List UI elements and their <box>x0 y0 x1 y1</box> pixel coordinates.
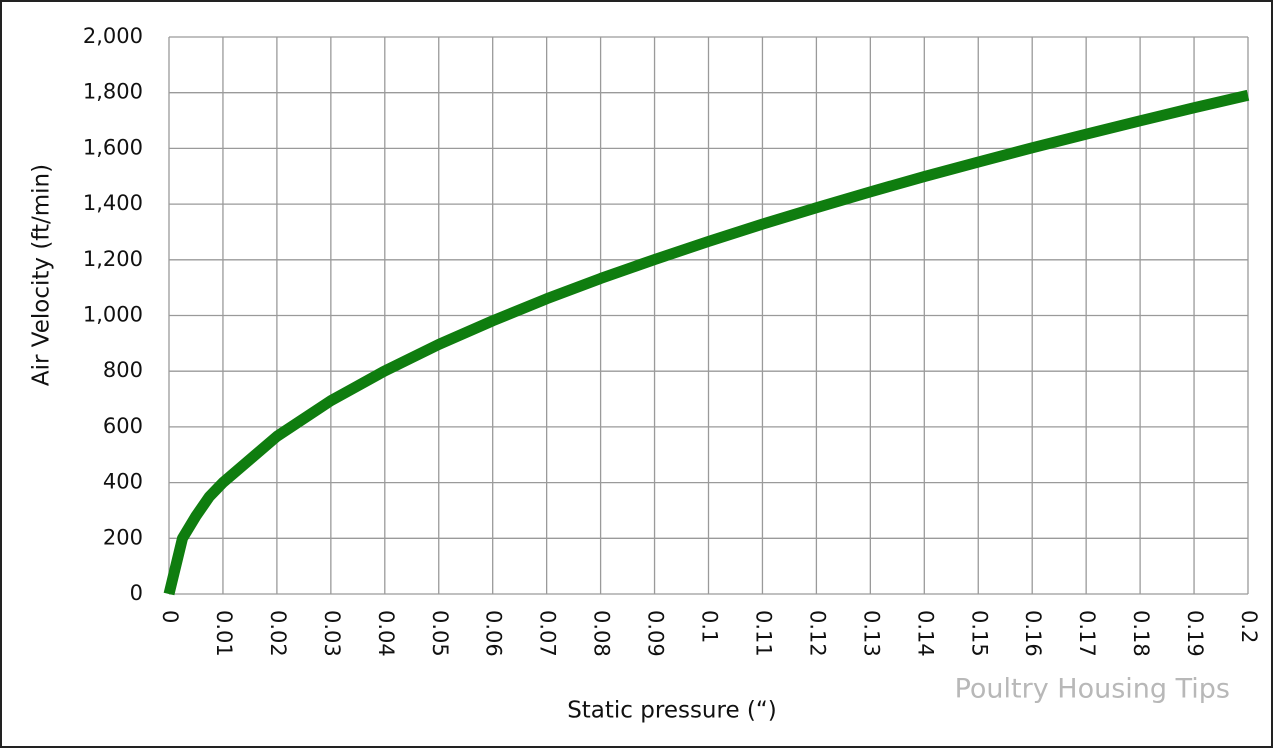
line <box>163 89 1250 596</box>
y-tick-label: 200 <box>103 525 143 549</box>
x-tick-label: 0.15 <box>967 610 991 657</box>
y-tick-label: 800 <box>103 358 143 382</box>
y-tick-label: 1,400 <box>83 191 143 215</box>
x-tick-label: 0.13 <box>859 610 883 657</box>
x-tick-label: 0.05 <box>428 610 452 657</box>
y-tick-label: 1,200 <box>83 247 143 271</box>
y-tick-label: 1,600 <box>83 135 143 159</box>
y-tick-label: 1,800 <box>83 80 143 104</box>
x-tick-label: 0.06 <box>482 610 506 657</box>
y-axis-title: Air Velocity (ft/min) <box>29 164 55 386</box>
watermark: Poultry Housing Tips <box>955 674 1230 705</box>
x-tick-label: 0.03 <box>320 610 344 657</box>
x-tick-label: 0.1 <box>698 610 722 643</box>
x-tick-label: 0.16 <box>1021 610 1045 657</box>
x-tick-label: 0.02 <box>266 610 290 657</box>
x-tick-label: 0.19 <box>1183 610 1207 657</box>
x-tick-label: 0.04 <box>374 610 398 657</box>
y-tick-label: 2,000 <box>83 24 143 48</box>
y-tick-label: 0 <box>130 581 143 605</box>
x-tick-label: 0.12 <box>805 610 829 657</box>
x-tick-label: 0.01 <box>212 610 236 657</box>
x-tick-label: 0 <box>158 610 182 623</box>
y-tick-label: 1,000 <box>83 303 143 327</box>
x-tick-label: 0.17 <box>1075 610 1099 657</box>
y-tick-label: 400 <box>103 470 143 494</box>
x-tick-label: 0.18 <box>1129 610 1153 657</box>
x-tick-label: 0.08 <box>590 610 614 657</box>
x-tick-label: 0.07 <box>536 610 560 657</box>
x-tick-label: 0.14 <box>913 610 937 657</box>
y-tick-label: 600 <box>103 414 143 438</box>
x-axis-title: Static pressure (“) <box>567 698 777 724</box>
x-tick-label: 0.2 <box>1237 610 1261 643</box>
x-tick-label: 0.11 <box>751 610 775 657</box>
x-tick-label: 0.09 <box>644 610 668 657</box>
